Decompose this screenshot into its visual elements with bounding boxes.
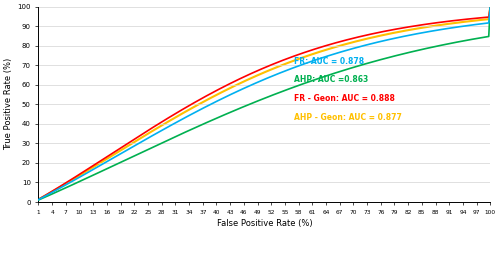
Per-pixel AHP (310, 79, 316, 82)
Object-based FR Geons (302, 51, 308, 54)
Object-based AHP Geons (31, 200, 37, 204)
Line: Object-based FR Geons: Object-based FR Geons (34, 7, 490, 202)
Per-pixel FR (488, 5, 494, 8)
Per-pixel FR (31, 200, 37, 204)
Per-pixel FR (310, 59, 316, 62)
Per-pixel AHP (416, 49, 422, 52)
Object-based AHP Geons (416, 27, 422, 30)
Text: AHP: AUC =0.863: AHP: AUC =0.863 (294, 75, 368, 84)
Per-pixel AHP (444, 42, 450, 46)
Text: FR - Geon: AUC = 0.888: FR - Geon: AUC = 0.888 (294, 94, 394, 103)
Object-based AHP Geons (301, 55, 307, 59)
Object-based FR Geons (301, 51, 307, 54)
Per-pixel AHP (31, 200, 37, 204)
Text: FR: AUC = 0.878: FR: AUC = 0.878 (294, 57, 364, 66)
Object-based AHP Geons (444, 23, 450, 26)
Object-based AHP Geons (488, 5, 494, 8)
Object-based FR Geons (444, 20, 450, 23)
Object-based FR Geons (488, 5, 494, 8)
Line: Per-pixel FR: Per-pixel FR (34, 7, 490, 202)
X-axis label: False Positive Rate (%): False Positive Rate (%) (216, 219, 312, 228)
Object-based FR Geons (32, 200, 38, 203)
Per-pixel FR (444, 27, 450, 30)
Object-based AHP Geons (32, 200, 38, 203)
Line: Object-based AHP Geons: Object-based AHP Geons (34, 7, 490, 202)
Per-pixel FR (32, 200, 38, 203)
Text: AHP - Geon: AUC = 0.877: AHP - Geon: AUC = 0.877 (294, 113, 402, 121)
Object-based AHP Geons (310, 52, 316, 55)
Line: Per-pixel AHP: Per-pixel AHP (34, 7, 490, 202)
Object-based AHP Geons (302, 55, 308, 58)
Object-based FR Geons (416, 24, 422, 27)
Object-based FR Geons (310, 48, 316, 51)
Y-axis label: True Positive Rate (%): True Positive Rate (%) (4, 58, 13, 150)
Per-pixel FR (416, 32, 422, 35)
Per-pixel AHP (488, 5, 494, 8)
Object-based FR Geons (31, 200, 37, 204)
Per-pixel FR (302, 62, 308, 65)
Per-pixel AHP (301, 82, 307, 85)
Per-pixel AHP (32, 200, 38, 203)
Per-pixel AHP (302, 81, 308, 84)
Per-pixel FR (301, 62, 307, 66)
